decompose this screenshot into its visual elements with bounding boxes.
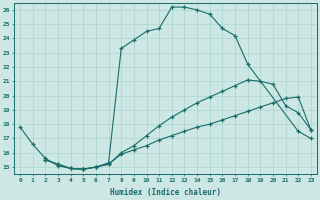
X-axis label: Humidex (Indice chaleur): Humidex (Indice chaleur): [110, 188, 221, 197]
